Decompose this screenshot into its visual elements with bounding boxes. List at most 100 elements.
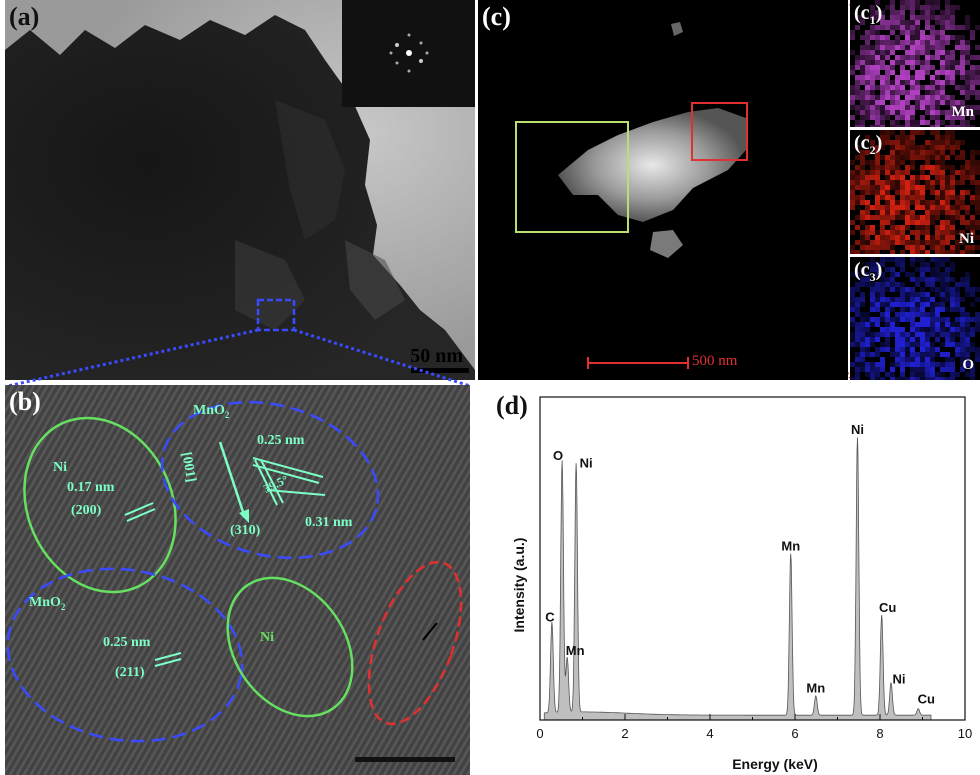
map-pixel: [880, 145, 885, 150]
map-pixel: [855, 155, 860, 160]
map-pixel: [940, 317, 945, 322]
map-pixel: [865, 30, 870, 35]
map-pixel: [905, 235, 910, 240]
map-pixel: [865, 230, 870, 235]
map-pixel: [885, 342, 890, 347]
map-pixel: [940, 235, 945, 240]
map-pixel: [950, 205, 955, 210]
map-pixel: [910, 130, 915, 135]
map-pixel: [905, 317, 910, 322]
map-pixel: [950, 357, 955, 362]
map-pixel: [945, 100, 950, 105]
map-pixel: [895, 347, 900, 352]
map-pixel: [875, 317, 880, 322]
map-pixel: [880, 292, 885, 297]
map-pixel: [885, 130, 890, 135]
map-pixel: [900, 105, 905, 110]
map-pixel: [925, 377, 930, 380]
map-pixel: [910, 342, 915, 347]
map-pixel: [930, 185, 935, 190]
map-pixel: [920, 240, 925, 245]
map-pixel: [860, 317, 865, 322]
map-pixel: [930, 145, 935, 150]
map-pixel: [870, 240, 875, 245]
map-pixel: [870, 80, 875, 85]
x-tick-label: 0: [536, 726, 543, 741]
map-pixel: [885, 302, 890, 307]
map-pixel: [885, 337, 890, 342]
map-pixel: [950, 145, 955, 150]
map-pixel: [880, 195, 885, 200]
map-pixel: [935, 110, 940, 115]
map-pixel: [975, 25, 980, 30]
map-pixel: [870, 15, 875, 20]
map-pixel: [880, 210, 885, 215]
map-pixel: [930, 30, 935, 35]
map-pixel: [850, 205, 855, 210]
map-pixel: [940, 287, 945, 292]
map-pixel: [965, 95, 970, 100]
map-pixel: [915, 372, 920, 377]
map-pixel: [930, 85, 935, 90]
stem-image-c: [478, 0, 848, 380]
map-pixel: [875, 180, 880, 185]
map-pixel: [970, 115, 975, 120]
map-pixel: [930, 165, 935, 170]
map-pixel: [950, 130, 955, 135]
map-pixel: [970, 65, 975, 70]
map-pixel: [895, 100, 900, 105]
map-pixel: [965, 75, 970, 80]
map-pixel: [850, 250, 855, 254]
map-pixel: [920, 165, 925, 170]
map-pixel: [865, 367, 870, 372]
map-pixel: [850, 230, 855, 235]
map-pixel: [965, 220, 970, 225]
map-pixel: [910, 190, 915, 195]
map-pixel: [890, 100, 895, 105]
map-pixel: [870, 230, 875, 235]
panel-a-tem-image: (a) 50 nm: [5, 0, 475, 380]
map-pixel: [900, 367, 905, 372]
map-pixel: [950, 185, 955, 190]
map-pixel: [890, 20, 895, 25]
map-pixel: [915, 55, 920, 60]
x-tick-label: 6: [791, 726, 798, 741]
map-pixel: [950, 372, 955, 377]
map-pixel: [870, 175, 875, 180]
map-pixel: [945, 210, 950, 215]
map-pixel: [970, 317, 975, 322]
map-pixel: [930, 55, 935, 60]
map-pixel: [905, 25, 910, 30]
map-pixel: [950, 195, 955, 200]
map-pixel: [870, 125, 875, 127]
map-pixel: [920, 115, 925, 120]
map-pixel: [910, 10, 915, 15]
map-pixel: [875, 377, 880, 380]
map-pixel: [910, 25, 915, 30]
map-pixel: [920, 272, 925, 277]
map-pixel: [965, 312, 970, 317]
map-pixel: [950, 302, 955, 307]
map-pixel: [850, 302, 855, 307]
map-pixel: [885, 115, 890, 120]
map-pixel: [875, 200, 880, 205]
map-pixel: [860, 75, 865, 80]
map-pixel: [930, 40, 935, 45]
map-pixel: [915, 352, 920, 357]
map-pixel: [885, 332, 890, 337]
map-pixel: [895, 170, 900, 175]
map-pixel: [895, 342, 900, 347]
map-pixel: [890, 297, 895, 302]
map-pixel: [955, 287, 960, 292]
map-pixel: [965, 90, 970, 95]
map-pixel: [970, 372, 975, 377]
map-pixel: [890, 110, 895, 115]
map-pixel: [880, 165, 885, 170]
map-pixel: [960, 277, 965, 282]
map-pixel: [920, 267, 925, 272]
map-pixel: [965, 357, 970, 362]
map-pixel: [885, 317, 890, 322]
map-pixel: [975, 90, 980, 95]
map-pixel: [945, 240, 950, 245]
map-pixel: [850, 175, 855, 180]
